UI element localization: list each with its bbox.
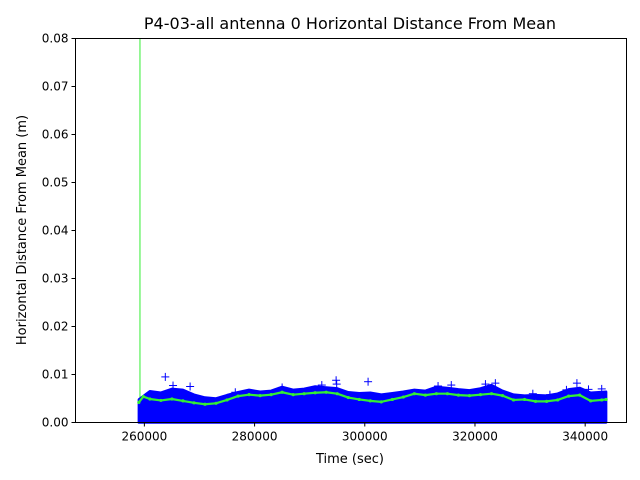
- x-tick-label: 320000: [452, 430, 498, 444]
- mean-point: [456, 393, 461, 397]
- scatter-point: [545, 390, 554, 399]
- mean-point: [445, 392, 450, 396]
- mean-point: [600, 398, 604, 402]
- scatter-point: [332, 376, 341, 385]
- scatter-point: [491, 379, 500, 388]
- mean-point: [137, 400, 141, 404]
- scatter-point: [434, 382, 443, 391]
- scatter-point: [332, 380, 341, 389]
- mean-point: [192, 401, 196, 405]
- mean-point: [390, 397, 394, 402]
- y-tick-label: 0.00: [42, 416, 69, 430]
- mean-point: [589, 399, 593, 403]
- mean-point: [368, 399, 372, 403]
- scatter-point: [584, 385, 593, 394]
- y-tick-label: 0.06: [42, 128, 69, 142]
- scatter-point: [317, 381, 326, 390]
- mean-point: [236, 394, 240, 398]
- mean-point: [467, 394, 472, 398]
- scatter-point: [528, 389, 537, 398]
- mean-point: [357, 397, 361, 402]
- x-axis-label: Time (sec): [315, 452, 384, 467]
- mean-point: [258, 394, 262, 398]
- mean-point: [203, 402, 207, 406]
- y-axis: 0.00 0.01 0.02 0.03 0.04 0.05 0.06 0.07 0.08: [42, 32, 76, 430]
- mean-point: [313, 391, 317, 395]
- mean-point: [269, 393, 273, 397]
- mean-point: [578, 393, 582, 397]
- mean-point: [141, 394, 145, 399]
- mean-point: [401, 395, 405, 399]
- mean-point: [478, 393, 483, 397]
- mean-point: [181, 399, 185, 403]
- plot-frame: [75, 38, 627, 423]
- mean-point: [159, 398, 163, 403]
- x-tick-label: 340000: [562, 430, 608, 444]
- mean-point: [500, 394, 505, 398]
- y-tick-label: 0.02: [42, 320, 69, 334]
- x-tick-label: 300000: [342, 430, 388, 444]
- mean-point: [604, 397, 608, 402]
- mean-point: [302, 392, 306, 396]
- scatter-point: [231, 388, 240, 397]
- scatter-point: [278, 383, 287, 392]
- y-tick-label: 0.01: [42, 368, 69, 382]
- y-axis-label: Horizontal Distance From Mean (m): [15, 115, 30, 345]
- scatter-point: [169, 381, 178, 390]
- mean-point: [434, 392, 439, 396]
- x-tick-label: 260000: [121, 430, 167, 444]
- plot-area: [137, 38, 608, 424]
- mean-point: [556, 398, 560, 402]
- scatter-point: [572, 379, 581, 388]
- mean-point: [533, 399, 538, 403]
- y-tick-label: 0.08: [42, 32, 69, 46]
- scatter-point: [364, 377, 373, 386]
- mean-point: [214, 401, 218, 405]
- x-tick-label: 280000: [232, 430, 278, 444]
- y-tick-label: 0.04: [42, 224, 69, 238]
- mean-point: [489, 392, 494, 396]
- scatter-point: [186, 382, 195, 391]
- scatter-point: [161, 372, 170, 381]
- mean-point: [148, 397, 152, 401]
- scatter-point: [481, 380, 490, 389]
- mean-point: [247, 393, 251, 397]
- scatter-point: [562, 385, 571, 394]
- mean-point: [567, 394, 571, 398]
- mean-point: [291, 393, 295, 397]
- y-tick-label: 0.05: [42, 176, 69, 190]
- mean-point: [324, 390, 328, 394]
- mean-point: [335, 392, 339, 396]
- mean-point: [522, 397, 527, 402]
- mean-point: [346, 395, 350, 400]
- x-axis: 260000 280000 300000 320000 340000: [121, 422, 608, 444]
- scatter-point: [447, 381, 456, 390]
- mean-point: [545, 399, 549, 403]
- y-tick-label: 0.03: [42, 272, 69, 286]
- mean-point: [412, 392, 416, 396]
- mean-point: [170, 397, 174, 401]
- mean-point: [225, 398, 229, 402]
- mean-point: [511, 398, 516, 402]
- mean-point: [280, 390, 284, 394]
- mean-point: [379, 400, 383, 404]
- scatter-point: [597, 384, 606, 393]
- mean-point: [423, 393, 427, 397]
- chart-title: P4-03-all antenna 0 Horizontal Distance …: [144, 14, 556, 33]
- y-tick-label: 0.07: [42, 80, 69, 94]
